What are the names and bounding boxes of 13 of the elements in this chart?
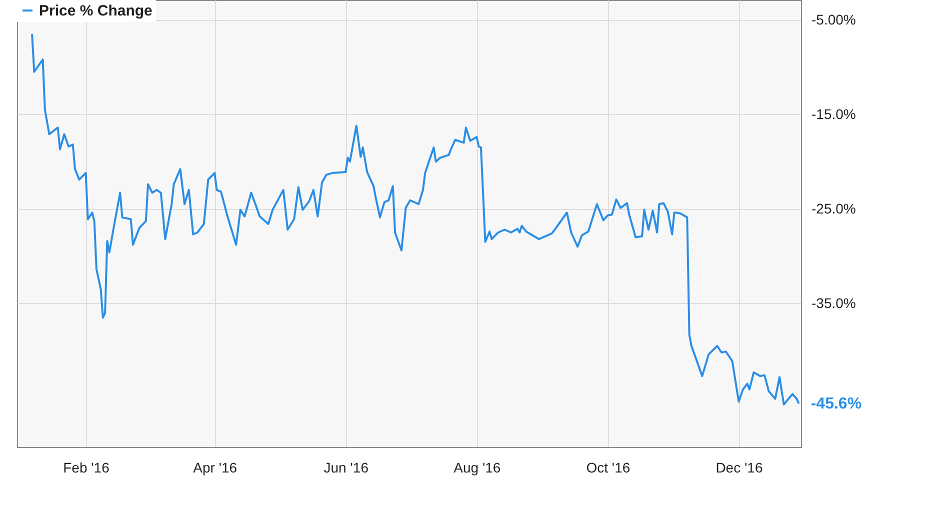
x-tick-label: Jun '16 [324,460,369,476]
x-tick-label: Apr '16 [193,460,238,476]
x-tick-label: Oct '16 [586,460,630,476]
y-tick-label: -35.0% [812,294,856,311]
x-tick-label: Aug '16 [454,460,501,476]
x-tick-label: Dec '16 [716,460,763,476]
y-tick-label: -25.0% [812,200,856,216]
y-tick-label: -5.00% [812,11,856,28]
annotation: -45.6% [810,396,862,413]
y-tick-label: -15.0% [812,106,856,122]
legend-label: Price % Change [39,2,152,20]
line-series [31,33,800,406]
x-tick-label: Feb '16 [63,460,110,476]
